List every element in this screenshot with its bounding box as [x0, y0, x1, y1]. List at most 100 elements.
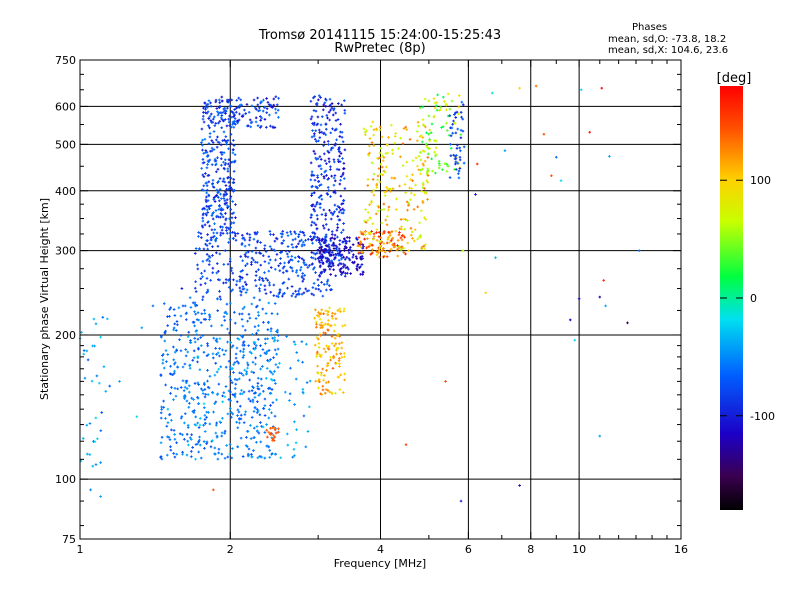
data-point — [245, 103, 249, 106]
data-point — [218, 252, 222, 256]
data-point — [258, 298, 262, 302]
data-point — [429, 131, 433, 135]
data-point — [340, 355, 344, 359]
data-point — [257, 324, 260, 328]
data-point — [159, 334, 163, 338]
data-point — [290, 285, 294, 288]
data-point — [462, 145, 466, 149]
data-point — [412, 208, 416, 211]
data-point — [312, 109, 316, 112]
data-point — [420, 247, 424, 250]
data-point — [357, 241, 360, 245]
data-point — [330, 259, 333, 263]
data-point — [448, 107, 452, 111]
data-point — [320, 253, 324, 256]
data-point — [319, 334, 322, 337]
data-point — [317, 257, 320, 260]
data-point — [82, 349, 86, 352]
data-point — [228, 217, 231, 221]
data-point — [261, 109, 265, 113]
data-point — [387, 205, 391, 209]
data-point — [239, 349, 242, 353]
data-point — [409, 191, 413, 195]
data-point — [252, 449, 255, 452]
data-point — [338, 362, 341, 365]
data-point — [241, 356, 245, 359]
data-point — [319, 243, 322, 246]
data-point — [335, 229, 339, 232]
data-point — [207, 313, 211, 317]
data-point — [302, 231, 305, 235]
data-point — [375, 253, 379, 257]
data-point — [311, 286, 315, 289]
data-point — [331, 311, 334, 315]
data-point — [327, 319, 330, 322]
phase-info-o-stats: mean, sd,O: -73.8, 18.2 — [608, 34, 727, 45]
data-point — [518, 484, 521, 487]
data-point — [386, 187, 390, 191]
data-point — [205, 111, 209, 115]
data-point — [172, 429, 176, 432]
data-point — [324, 238, 328, 242]
data-point — [254, 270, 258, 273]
data-point — [211, 266, 215, 270]
data-point — [293, 230, 296, 234]
data-point — [240, 318, 244, 321]
data-point — [218, 295, 222, 299]
data-point — [194, 329, 198, 333]
data-point — [250, 302, 254, 306]
data-point — [273, 302, 277, 305]
data-point — [372, 172, 376, 176]
data-point — [205, 166, 209, 170]
data-point — [355, 236, 358, 240]
data-point — [430, 122, 434, 126]
data-point — [223, 456, 227, 460]
data-point — [212, 356, 215, 360]
data-point — [559, 179, 563, 182]
data-point — [209, 204, 213, 207]
data-point — [426, 156, 430, 159]
data-point — [259, 115, 262, 118]
data-point — [219, 298, 222, 301]
data-point — [316, 174, 319, 177]
data-point — [239, 413, 243, 417]
data-point — [172, 328, 175, 332]
data-point — [342, 270, 345, 274]
data-point — [246, 366, 249, 370]
data-point — [260, 455, 264, 459]
data-point — [327, 243, 331, 247]
data-point — [259, 344, 262, 347]
data-point — [369, 252, 373, 256]
data-point — [211, 439, 214, 442]
data-point — [220, 431, 224, 435]
data-point — [281, 266, 285, 270]
data-point — [183, 438, 186, 441]
data-point — [336, 235, 339, 239]
data-point — [224, 109, 228, 113]
data-point — [294, 441, 298, 445]
data-point — [208, 135, 212, 139]
data-point — [325, 344, 328, 348]
data-point — [247, 397, 251, 401]
data-point — [397, 245, 401, 248]
data-point — [360, 232, 364, 236]
data-point — [215, 423, 218, 427]
data-point — [96, 437, 99, 441]
data-point — [242, 354, 246, 357]
data-point — [295, 351, 299, 354]
data-point — [315, 355, 318, 358]
data-point — [190, 433, 193, 437]
data-point — [230, 187, 234, 191]
data-point — [254, 362, 257, 366]
data-point — [226, 187, 230, 191]
data-point — [338, 251, 341, 255]
data-point — [336, 158, 340, 162]
data-point — [461, 249, 465, 252]
data-point — [220, 99, 224, 103]
data-point — [375, 127, 378, 131]
data-point — [271, 125, 275, 129]
y-tick-label: 400 — [55, 185, 76, 198]
data-point — [193, 324, 196, 328]
data-point — [216, 110, 219, 113]
data-point — [588, 130, 591, 134]
